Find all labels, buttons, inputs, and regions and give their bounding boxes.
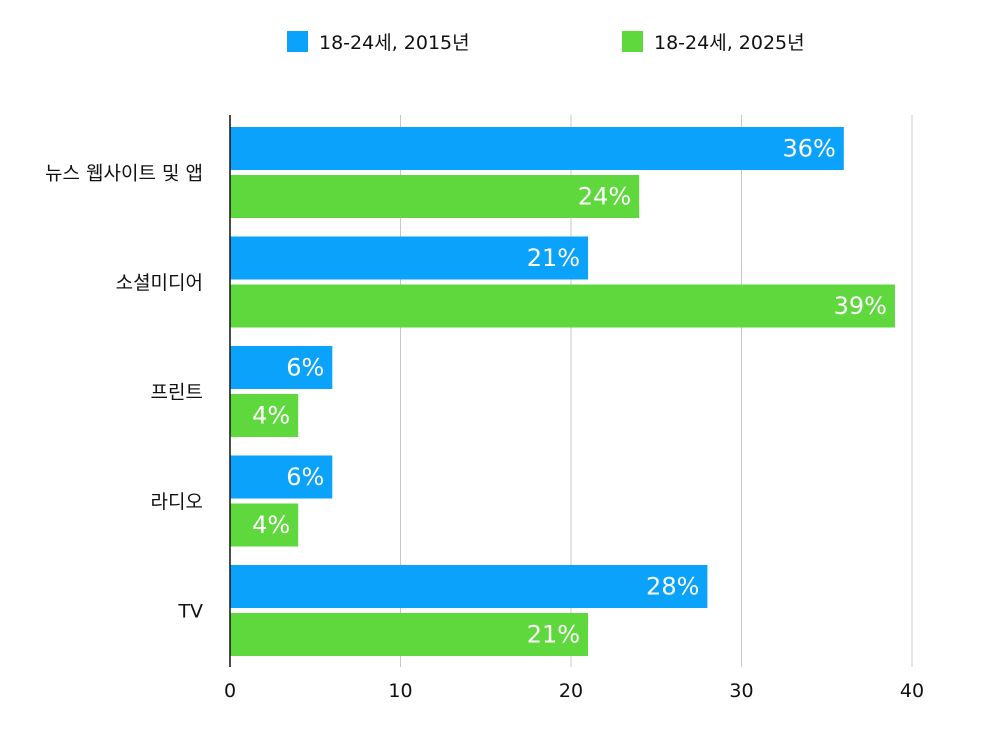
legend-label-1: 18-24세, 2015년 bbox=[319, 32, 470, 54]
category-label-1: 뉴스 웹사이트 및 앱 bbox=[45, 163, 203, 185]
x-tick-0: 0 bbox=[224, 680, 236, 702]
x-tick-10: 10 bbox=[388, 680, 412, 702]
bar-value-label: 4% bbox=[252, 511, 290, 539]
category-label-4: 라디오 bbox=[151, 491, 203, 513]
bar-value-label: 28% bbox=[646, 573, 699, 601]
x-tick-20: 20 bbox=[559, 680, 583, 702]
bar-4-series-1 bbox=[230, 455, 333, 499]
bar-value-label: 6% bbox=[286, 463, 324, 491]
x-tick-30: 30 bbox=[729, 680, 753, 702]
bar-value-label: 21% bbox=[527, 621, 580, 649]
category-label-5: TV bbox=[177, 601, 203, 623]
x-tick-labels: 0 10 20 30 40 bbox=[224, 680, 924, 702]
bar-5-series-2 bbox=[230, 613, 589, 656]
bar-value-label: 21% bbox=[527, 244, 580, 272]
bar-2-series-1 bbox=[230, 236, 589, 280]
bar-value-label: 39% bbox=[834, 292, 887, 320]
x-tick-40: 40 bbox=[900, 680, 924, 702]
bars: 36% 24% 21% 39% 6% 4% 6% 4% 28% 21% bbox=[230, 127, 895, 656]
bar-4-series-2 bbox=[230, 503, 299, 547]
category-label-3: 프린트 bbox=[151, 382, 203, 404]
bar-value-label: 6% bbox=[286, 354, 324, 382]
bar-3-series-1 bbox=[230, 346, 333, 389]
bar-value-label: 4% bbox=[252, 402, 290, 430]
bar-2-series-2 bbox=[230, 284, 895, 328]
legend-label-2: 18-24세, 2025년 bbox=[654, 32, 805, 54]
bar-3-series-2 bbox=[230, 394, 299, 437]
legend: 18-24세, 2015년 18-24세, 2025년 bbox=[287, 31, 805, 54]
category-label-2: 소셜미디어 bbox=[116, 272, 203, 294]
legend-swatch-1 bbox=[287, 31, 308, 52]
legend-swatch-2 bbox=[622, 31, 643, 52]
bar-1-series-1 bbox=[230, 127, 844, 170]
bar-1-series-2 bbox=[230, 175, 640, 218]
bar-5-series-1 bbox=[230, 565, 708, 608]
bar-value-label: 36% bbox=[782, 135, 835, 163]
bar-value-label: 24% bbox=[578, 183, 631, 211]
